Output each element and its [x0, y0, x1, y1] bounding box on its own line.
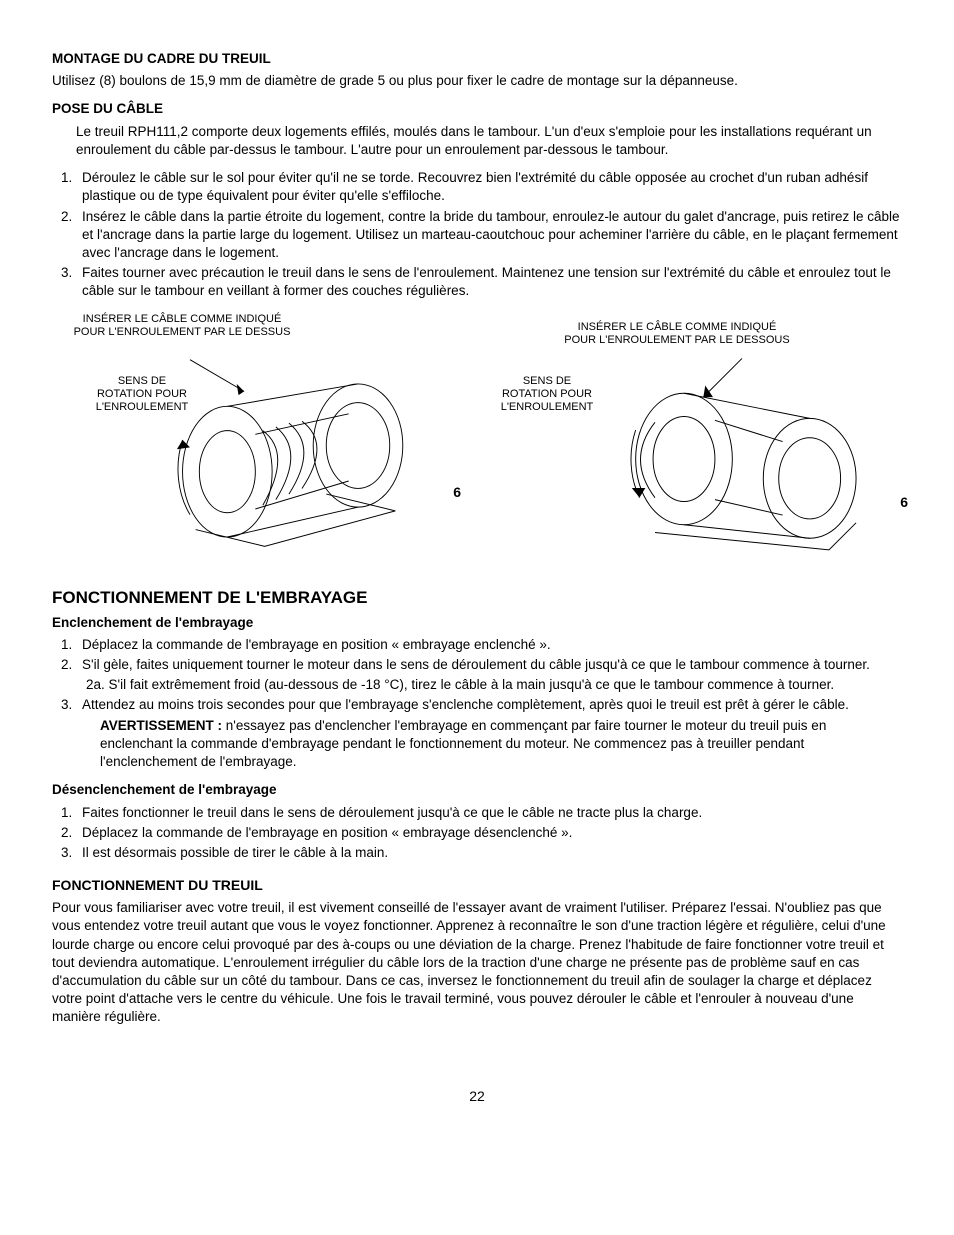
- diagram-underwind: INSÉRER LE CÂBLE COMME INDIQUÉ POUR L'EN…: [487, 313, 902, 573]
- figure-number: 6: [453, 483, 461, 502]
- text-montage-body: Utilisez (8) boulons de 15,9 mm de diamè…: [52, 72, 902, 90]
- heading-desenclenchement: Désenclenchement de l'embrayage: [52, 781, 902, 799]
- warning-label: AVERTISSEMENT :: [100, 718, 222, 733]
- caption-text: INSÉRER LE CÂBLE COMME INDIQUÉ: [578, 321, 777, 333]
- list-item: Attendez au moins trois secondes pour qu…: [76, 696, 902, 771]
- caption-text: SENS DE: [523, 375, 571, 387]
- list-item: Faites tourner avec précaution le treuil…: [76, 264, 902, 300]
- heading-pose-cable: POSE DU CÂBLE: [52, 100, 902, 118]
- heading-montage: MONTAGE DU CADRE DU TREUIL: [52, 50, 902, 68]
- heading-enclenchement: Enclenchement de l'embrayage: [52, 614, 902, 632]
- page-number: 22: [52, 1087, 902, 1106]
- caption-text: INSÉRER LE CÂBLE COMME INDIQUÉ: [83, 313, 282, 325]
- heading-fonctionnement-treuil: FONCTIONNEMENT DU TREUIL: [52, 876, 902, 895]
- list-enclenchement: Déplacez la commande de l'embrayage en p…: [52, 636, 902, 772]
- warning-block: AVERTISSEMENT : n'essayez pas d'enclench…: [100, 717, 902, 772]
- list-item: Il est désormais possible de tirer le câ…: [76, 844, 902, 862]
- drum-overwind-icon: [162, 343, 442, 563]
- list-item: Déplacez la commande de l'embrayage en p…: [76, 636, 902, 654]
- list-item: Déroulez le câble sur le sol pour éviter…: [76, 169, 902, 205]
- list-item-text: S'il gèle, faites uniquement tourner le …: [82, 657, 870, 672]
- list-desenclenchement: Faites fonctionner le treuil dans le sen…: [52, 804, 902, 863]
- diagram-row: INSÉRER LE CÂBLE COMME INDIQUÉ POUR L'EN…: [52, 313, 902, 573]
- list-item: S'il gèle, faites uniquement tourner le …: [76, 656, 902, 694]
- text-pose-intro: Le treuil RPH111,2 comporte deux logemen…: [52, 123, 902, 159]
- list-item: Faites fonctionner le treuil dans le sen…: [76, 804, 902, 822]
- text-fonctionnement-body: Pour vous familiariser avec votre treuil…: [52, 899, 902, 1027]
- drum-underwind-icon: [597, 349, 887, 569]
- figure-number: 6: [900, 493, 908, 512]
- caption-text: POUR L'ENROULEMENT PAR LE DESSUS: [74, 326, 291, 338]
- caption-text: L'ENROULEMENT: [501, 401, 594, 413]
- caption-text: ROTATION POUR: [502, 388, 592, 400]
- heading-embrayage: FONCTIONNEMENT DE L'EMBRAYAGE: [52, 587, 902, 610]
- diagram-overwind: INSÉRER LE CÂBLE COMME INDIQUÉ POUR L'EN…: [52, 313, 467, 573]
- list-item-text: Attendez au moins trois secondes pour qu…: [82, 697, 849, 712]
- list-item: Insérez le câble dans la partie étroite …: [76, 208, 902, 263]
- caption-text: POUR L'ENROULEMENT PAR LE DESSOUS: [564, 334, 789, 346]
- caption-text: SENS DE: [118, 375, 166, 387]
- list-item: Déplacez la commande de l'embrayage en p…: [76, 824, 902, 842]
- list-item-sub: 2a. S'il fait extrêmement froid (au-dess…: [86, 676, 902, 694]
- list-pose-steps: Déroulez le câble sur le sol pour éviter…: [52, 169, 902, 301]
